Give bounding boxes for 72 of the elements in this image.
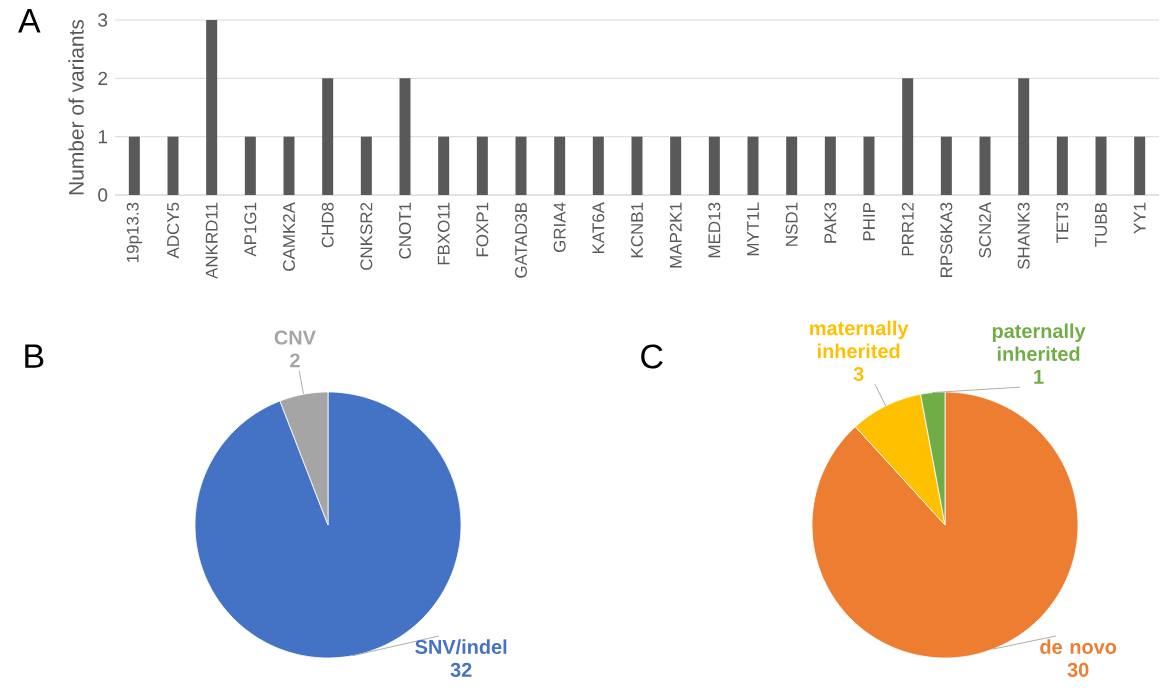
x-tick-label: ADCY5 xyxy=(167,202,179,259)
x-tick-label: MAP2K1 xyxy=(669,202,682,268)
bar xyxy=(167,136,179,195)
x-tick-label: MYT1L xyxy=(747,202,759,256)
text: C xyxy=(641,344,663,369)
y-axis-title: Number of variants xyxy=(68,19,84,195)
bar xyxy=(592,136,604,195)
bar xyxy=(747,136,759,195)
x-tick-label: RPS6KA3 xyxy=(940,202,953,277)
slice-label: CNV xyxy=(274,330,316,345)
bar xyxy=(244,136,256,195)
x-tick-label: CNKSR2 xyxy=(360,202,373,270)
bar xyxy=(979,136,991,195)
bar xyxy=(438,136,450,195)
slice-label: SNV/indel xyxy=(415,639,507,655)
x-tick-label: GRIA4 xyxy=(553,202,566,253)
x-tick-label: KAT6A xyxy=(592,202,605,254)
bar xyxy=(670,136,682,195)
bar xyxy=(940,136,952,195)
bar xyxy=(708,136,720,195)
slice-label: maternally inherited xyxy=(810,320,909,359)
x-tick-label: KCNB1 xyxy=(631,202,643,258)
bar xyxy=(399,78,411,195)
bar xyxy=(206,19,218,195)
data-label: 3 xyxy=(853,366,864,382)
x-tick-label: TET3 xyxy=(1056,202,1069,244)
bar xyxy=(824,136,836,195)
y-tick-label: 3 xyxy=(98,13,108,27)
x-tick-label: PRR12 xyxy=(901,202,914,256)
bar xyxy=(360,136,372,195)
x-tick-label: FOXP1 xyxy=(476,202,489,257)
x-tick-label: 19p13.3 xyxy=(126,202,142,262)
bar xyxy=(1056,136,1068,195)
x-tick-label: FBXO11 xyxy=(437,202,450,265)
x-tick-label: MED13 xyxy=(708,202,721,258)
x-tick-label: YY1 xyxy=(1133,202,1146,234)
bar xyxy=(322,78,334,195)
bar xyxy=(902,78,914,195)
y-tick-label: 2 xyxy=(98,71,108,85)
bar xyxy=(1134,136,1146,195)
bar xyxy=(863,136,875,195)
x-tick-label: AP1G1 xyxy=(244,202,257,257)
x-tick-label: ANKRD11 xyxy=(205,202,218,279)
chart-title: A xyxy=(18,9,41,33)
x-tick-label: CAMK2A xyxy=(283,202,295,271)
bar xyxy=(786,136,798,195)
x-tick-label: CHD8 xyxy=(321,202,334,248)
y-tick-label: 0 xyxy=(98,188,108,202)
x-tick-label: TUBB xyxy=(1095,202,1107,247)
bar xyxy=(631,136,643,195)
bar xyxy=(1095,136,1107,195)
x-tick-label: SHANK3 xyxy=(1017,202,1030,270)
slice-label: de novo xyxy=(1040,639,1117,654)
x-tick-label: NSD1 xyxy=(785,202,798,246)
bar xyxy=(515,136,527,195)
x-tick-label: CNOT1 xyxy=(399,202,411,259)
bar xyxy=(128,136,140,195)
chart-title: B xyxy=(25,344,44,368)
x-tick-label: PHIP xyxy=(863,202,875,241)
bar xyxy=(283,136,295,195)
bar xyxy=(1018,78,1030,195)
x-tick-label: SCN2A xyxy=(979,202,991,258)
data-label: 30 xyxy=(1067,662,1089,677)
bar xyxy=(554,136,566,195)
x-tick-label: PAK3 xyxy=(824,202,837,243)
data-label: 2 xyxy=(290,353,300,368)
bar xyxy=(476,136,488,195)
x-tick-label: GATAD3B xyxy=(515,202,527,278)
slice-label: paternally inherited xyxy=(992,323,1086,361)
data-label: 32 xyxy=(450,662,472,677)
data-label: 1 xyxy=(1034,370,1044,384)
y-tick-label: 1 xyxy=(98,130,108,144)
